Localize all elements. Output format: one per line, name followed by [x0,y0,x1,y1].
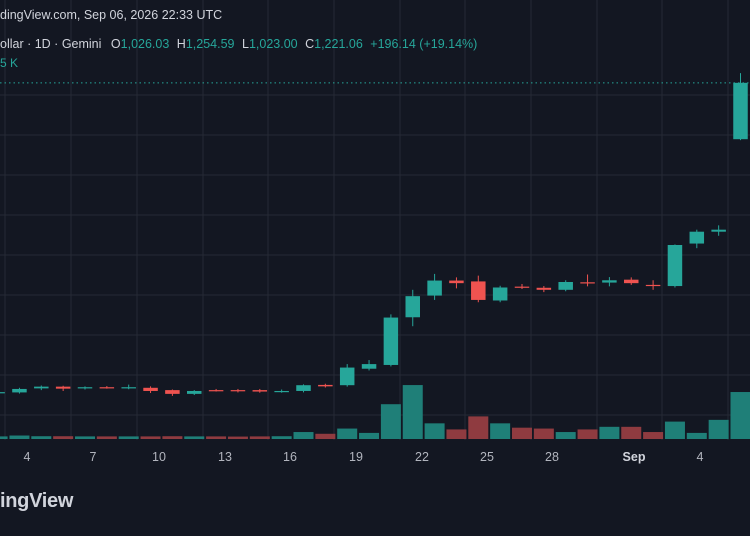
low-label: L [241,37,249,51]
brand-logo-text: ingView [0,490,74,512]
candle-body-8 [165,390,180,394]
candle-body-29 [624,279,639,284]
ohlc-legend: ollar · 1D · Gemini O1,026.03 H1,254.59 … [0,37,477,51]
change-value: +196.14 (+19.14%) [370,37,478,51]
x-tick-label-1: 7 [90,450,97,464]
volume-bar-17 [359,432,380,439]
candle-body-21 [449,280,464,284]
candle-body-31 [667,245,683,287]
x-tick-label-0: 4 [24,450,31,464]
candle-body-1 [12,388,27,393]
x-tick-label-9: Sep [623,450,646,464]
volume-bar-24 [512,427,532,439]
candle-body-17 [361,364,377,369]
x-tick-label-2: 10 [152,450,166,464]
volume-bar-27 [577,429,598,439]
volume-bar-13 [271,436,292,439]
chart-source-line: dingView.com, Sep 06, 2026 22:33 UTC [0,8,222,22]
candle-body-6 [121,387,136,389]
volume-bar-3 [53,436,74,439]
volume-bar-18 [380,404,401,439]
close-value: 1,221.06 [314,37,363,51]
volume-bar-31 [664,421,685,439]
candle-body-13 [274,390,289,393]
x-tick-label-4: 16 [283,450,297,464]
volume-bar-16 [337,428,358,439]
candle-body-3 [55,386,71,389]
candle-body-34 [733,82,748,140]
volume-bar-30 [643,432,664,439]
volume-bar-11 [227,436,248,439]
candle-body-26 [558,282,573,290]
volume-bar-20 [424,423,445,439]
volume-bar-32 [686,432,707,439]
x-tick-label-8: 28 [545,450,559,464]
close-label: C [305,37,315,51]
volume-legend: 5 K [0,56,18,70]
volume-bar-21 [446,429,467,439]
volume-bar-10 [206,436,227,439]
volume-bar-7 [140,436,161,439]
candle-body-28 [602,280,617,283]
volume-bar-19 [402,385,423,439]
x-tick-label-7: 25 [480,450,494,464]
volume-bar-12 [249,436,270,439]
volume-bar-28 [599,426,620,439]
candle-body-0 [0,392,5,394]
volume-bar-33 [708,419,729,439]
volume-bar-1 [9,435,30,439]
candle-body-23 [492,287,508,301]
volume-bar-6 [118,436,139,439]
candle-body-7 [143,387,158,391]
candle-body-15 [318,384,333,387]
volume-bar-15 [315,433,336,439]
x-tick-label-5: 19 [349,450,363,464]
candle-body-10 [208,390,224,392]
candle-body-20 [427,280,442,296]
volume-bar-5 [96,436,117,439]
candle-body-33 [711,229,726,232]
volume-bar-25 [533,428,554,439]
high-value: 1,254.59 [185,37,235,51]
candle-body-32 [689,231,705,244]
volume-bar-34 [730,392,750,439]
x-tick-label-6: 22 [415,450,429,464]
candle-body-30 [645,284,661,287]
volume-bar-26 [555,432,576,439]
volume-bar-9 [184,436,205,439]
candle-body-25 [536,287,552,290]
candle-body-24 [514,286,530,288]
volume-value: 5 K [0,56,19,70]
volume-bar-29 [621,426,642,439]
symbol-info: ollar · 1D · Gemini [0,37,102,51]
volume-bar-23 [490,423,511,439]
candle-body-18 [383,317,399,365]
candle-body-5 [99,387,115,389]
volume-bar-22 [468,416,489,439]
open-label: O [110,37,121,51]
low-value: 1,023.00 [248,37,298,51]
volume-bar-2 [31,436,52,439]
open-value: 1,026.03 [120,37,170,51]
candle-body-4 [77,387,93,389]
volume-bar-4 [75,436,95,439]
x-tick-label-3: 13 [218,450,232,464]
candle-body-27 [580,282,595,284]
candle-body-12 [252,390,268,392]
candle-body-22 [471,281,486,300]
candle-body-19 [405,296,420,318]
high-label: H [176,37,186,51]
candle-body-9 [187,390,202,394]
volume-bar-0 [0,436,8,439]
candle-body-14 [296,385,311,391]
x-tick-label-10: 4 [697,450,704,464]
candle-body-2 [34,386,49,389]
volume-bar-14 [293,432,314,439]
candle-body-16 [339,367,355,386]
candle-body-11 [230,390,246,392]
source-text: dingView.com, Sep 06, 2026 22:33 UTC [0,8,223,22]
volume-bar-8 [162,436,183,439]
